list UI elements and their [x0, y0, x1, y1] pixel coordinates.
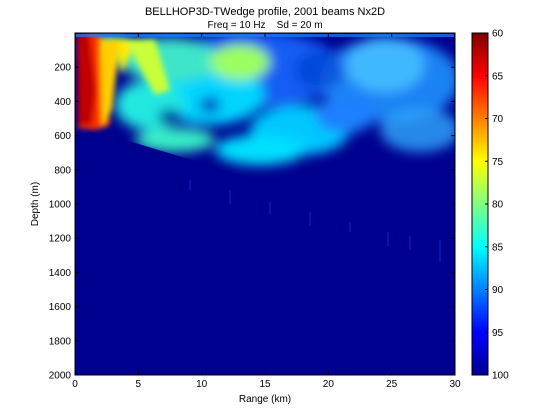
chart-title: BELLHOP3D-TWedge profile, 2001 beams Nx2… — [145, 6, 385, 18]
x-tick-label: 30 — [449, 379, 461, 390]
y-axis: 200 400 600 800 1000 1200 1400 1600 1800 2000 — [49, 63, 455, 382]
y-tick-label: 600 — [54, 131, 71, 142]
colorbar-tick-label: 100 — [492, 371, 509, 382]
colorbar-tick-label: 90 — [492, 285, 504, 296]
y-tick-label: 1400 — [49, 268, 72, 279]
x-tick-label: 15 — [259, 379, 271, 390]
bottom-streaks — [189, 180, 441, 262]
y-tick-label: 1800 — [49, 336, 72, 347]
heatmap-area — [75, 33, 455, 375]
x-tick-label: 20 — [323, 379, 335, 390]
x-tick-label: 25 — [386, 379, 398, 390]
y-tick-label: 2000 — [49, 371, 72, 382]
y-tick-label: 1600 — [49, 302, 72, 313]
x-axis: 0 5 10 15 20 25 30 — [72, 33, 461, 390]
colorbar-tick-label: 85 — [492, 242, 504, 253]
seabed — [75, 132, 455, 375]
colorbar-tick-label: 65 — [492, 71, 504, 82]
colorbar-ticks: 60 65 70 75 80 85 90 95 100 — [485, 29, 509, 382]
x-axis-label: Range (km) — [239, 394, 291, 405]
colorbar-tick-label: 80 — [492, 200, 504, 211]
colorbar-tick-label: 70 — [492, 114, 504, 125]
colorbar-tick-label: 60 — [492, 29, 504, 40]
source-hotspot — [77, 33, 170, 130]
colorbar — [472, 33, 488, 375]
y-tick-label: 1000 — [49, 200, 72, 211]
x-tick-label: 10 — [196, 379, 208, 390]
colorbar-tick-label: 95 — [492, 328, 504, 339]
y-axis-label: Depth (m) — [30, 182, 41, 226]
y-tick-label: 800 — [54, 165, 71, 176]
x-tick-label: 5 — [136, 379, 142, 390]
y-tick-label: 1200 — [49, 234, 72, 245]
x-tick-label: 0 — [72, 379, 78, 390]
chart-subtitle: Freq = 10 Hz Sd = 20 m — [207, 20, 322, 31]
y-tick-label: 400 — [54, 97, 71, 108]
colorbar-tick-label: 75 — [492, 157, 504, 168]
y-tick-label: 200 — [54, 63, 71, 74]
